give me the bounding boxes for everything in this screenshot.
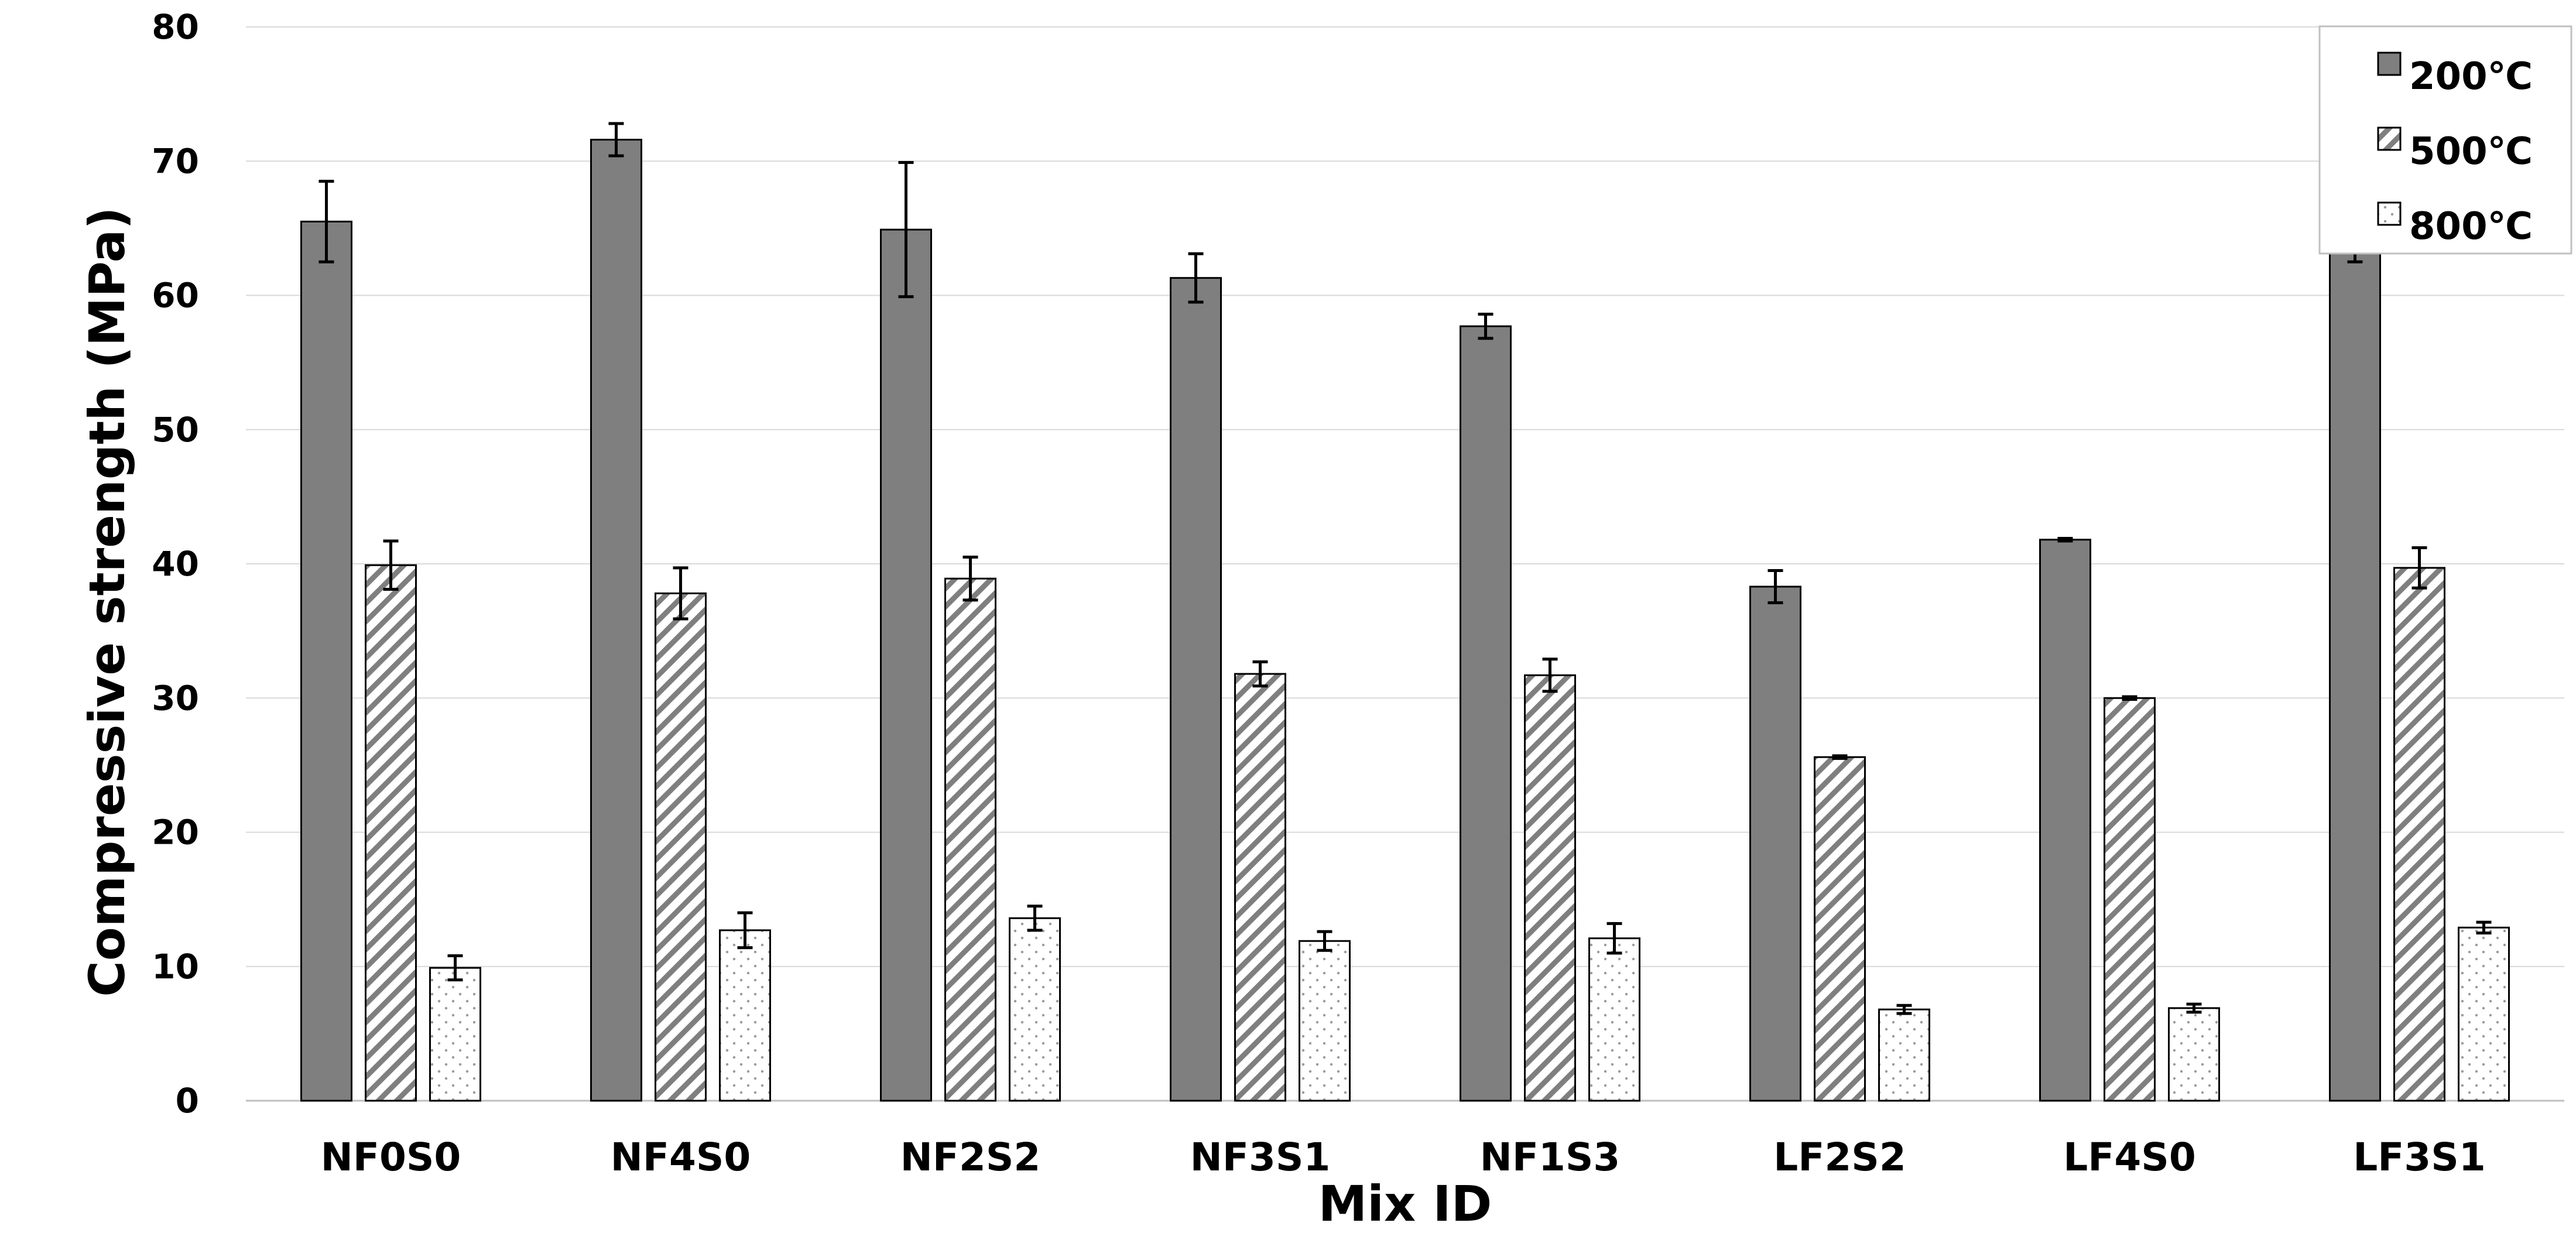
error-bar — [318, 180, 334, 263]
error-bar — [608, 122, 624, 157]
bar — [429, 967, 481, 1102]
bar — [655, 592, 707, 1102]
y-tick-label: 80 — [152, 7, 199, 47]
x-axis-title: Mix ID — [1318, 1175, 1492, 1232]
legend-swatch — [2377, 126, 2402, 151]
legend-box — [2318, 25, 2572, 255]
error-bar — [1188, 252, 1204, 304]
y-axis-tick-labels: 0 10 20 30 40 50 60 70 80 — [152, 7, 199, 1121]
error-bar — [1478, 313, 1493, 340]
x-tick-label: LF2S2 — [1773, 1135, 1906, 1180]
legend-swatch — [2377, 201, 2402, 226]
error-bar — [1317, 930, 1332, 952]
y-tick-label: 10 — [152, 947, 199, 987]
legend-swatch — [2377, 52, 2402, 76]
error-bar — [1832, 754, 1848, 760]
x-tick-label: LF4S0 — [2063, 1135, 2196, 1180]
bar — [1170, 277, 1222, 1102]
error-bar — [447, 954, 463, 982]
bar — [2168, 1007, 2220, 1102]
bar — [2104, 697, 2156, 1102]
error-bar — [1542, 658, 1558, 693]
error-bar — [898, 161, 914, 299]
legend-label: 800℃ — [2409, 205, 2533, 248]
bar — [1814, 756, 1866, 1102]
error-bar — [1896, 1004, 1912, 1015]
legend-label: 500℃ — [2409, 130, 2533, 173]
bar — [944, 577, 996, 1102]
error-bar — [2476, 920, 2492, 934]
x-tick-label: NF2S2 — [900, 1135, 1041, 1180]
x-axis-tick-labels: NF0S0 NF4S0 NF2S2 NF3S1 NF1S3 LF2S2 LF4S0 LF3S1 — [321, 1135, 2486, 1180]
bar — [1588, 937, 1640, 1102]
error-bar — [1252, 660, 1268, 688]
error-bar — [1606, 922, 1622, 955]
bar — [880, 228, 932, 1102]
bar — [1460, 325, 1512, 1102]
bar — [1749, 585, 1801, 1102]
error-bar — [2186, 1002, 2202, 1014]
error-bar — [1767, 569, 1783, 604]
bar — [1234, 673, 1286, 1102]
bar — [365, 564, 417, 1102]
y-tick-label: 40 — [152, 544, 199, 584]
bar — [1009, 917, 1061, 1102]
error-bar — [1027, 905, 1043, 932]
error-bars — [318, 122, 2492, 1015]
bar — [2039, 539, 2091, 1102]
bar — [1299, 940, 1351, 1102]
bar — [1524, 674, 1576, 1102]
bar — [590, 139, 642, 1102]
y-tick-label: 0 — [176, 1081, 199, 1121]
x-tick-label: NF0S0 — [321, 1135, 461, 1180]
y-tick-label: 30 — [152, 678, 199, 718]
y-tick-label: 70 — [152, 141, 199, 181]
y-tick-label: 60 — [152, 276, 199, 316]
y-tick-label: 50 — [152, 410, 199, 450]
error-bar — [673, 566, 688, 621]
bar — [300, 220, 352, 1102]
error-bar — [737, 911, 753, 950]
error-bar — [962, 556, 978, 602]
bar — [719, 929, 771, 1102]
legend-label: 200℃ — [2409, 55, 2533, 98]
error-bar — [2057, 536, 2073, 543]
bar — [1878, 1008, 1930, 1102]
y-axis-title: Compressive strength (MPa) — [78, 207, 136, 997]
bar — [2329, 241, 2381, 1102]
x-tick-label: NF3S1 — [1190, 1135, 1331, 1180]
error-bar — [2122, 695, 2137, 701]
x-tick-label: NF1S3 — [1480, 1135, 1621, 1180]
x-tick-label: NF4S0 — [611, 1135, 751, 1180]
y-tick-label: 20 — [152, 813, 199, 852]
bar — [2458, 926, 2510, 1102]
bars — [300, 139, 2510, 1102]
legend: 200℃ 500℃ 800℃ — [2318, 25, 2572, 255]
x-tick-label: LF3S1 — [2353, 1135, 2486, 1180]
error-bar — [383, 539, 399, 591]
bar — [2393, 567, 2445, 1102]
error-bar — [2411, 546, 2427, 590]
